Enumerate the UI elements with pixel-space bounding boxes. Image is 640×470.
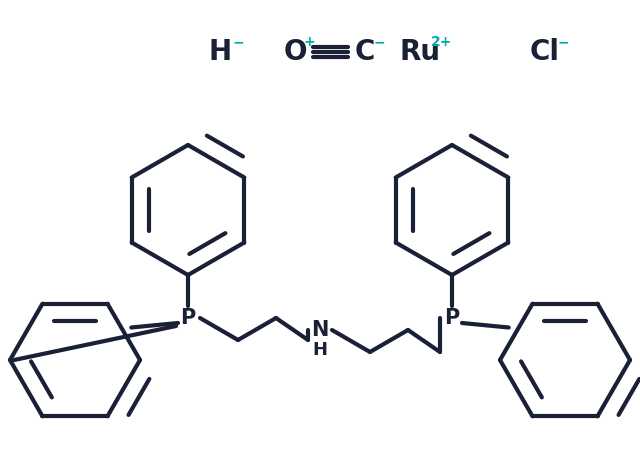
Text: −: − [232, 35, 244, 49]
Text: Cl: Cl [530, 38, 560, 66]
Text: −: − [373, 35, 385, 49]
Text: N: N [311, 320, 329, 340]
Text: P: P [180, 308, 196, 328]
Text: Ru: Ru [399, 38, 440, 66]
Text: P: P [444, 308, 460, 328]
Text: C: C [355, 38, 375, 66]
Text: H: H [312, 341, 328, 359]
Text: H: H [209, 38, 232, 66]
Text: 2+: 2+ [431, 35, 452, 49]
Text: −: − [557, 35, 569, 49]
Text: +: + [303, 35, 315, 49]
Text: O: O [284, 38, 307, 66]
